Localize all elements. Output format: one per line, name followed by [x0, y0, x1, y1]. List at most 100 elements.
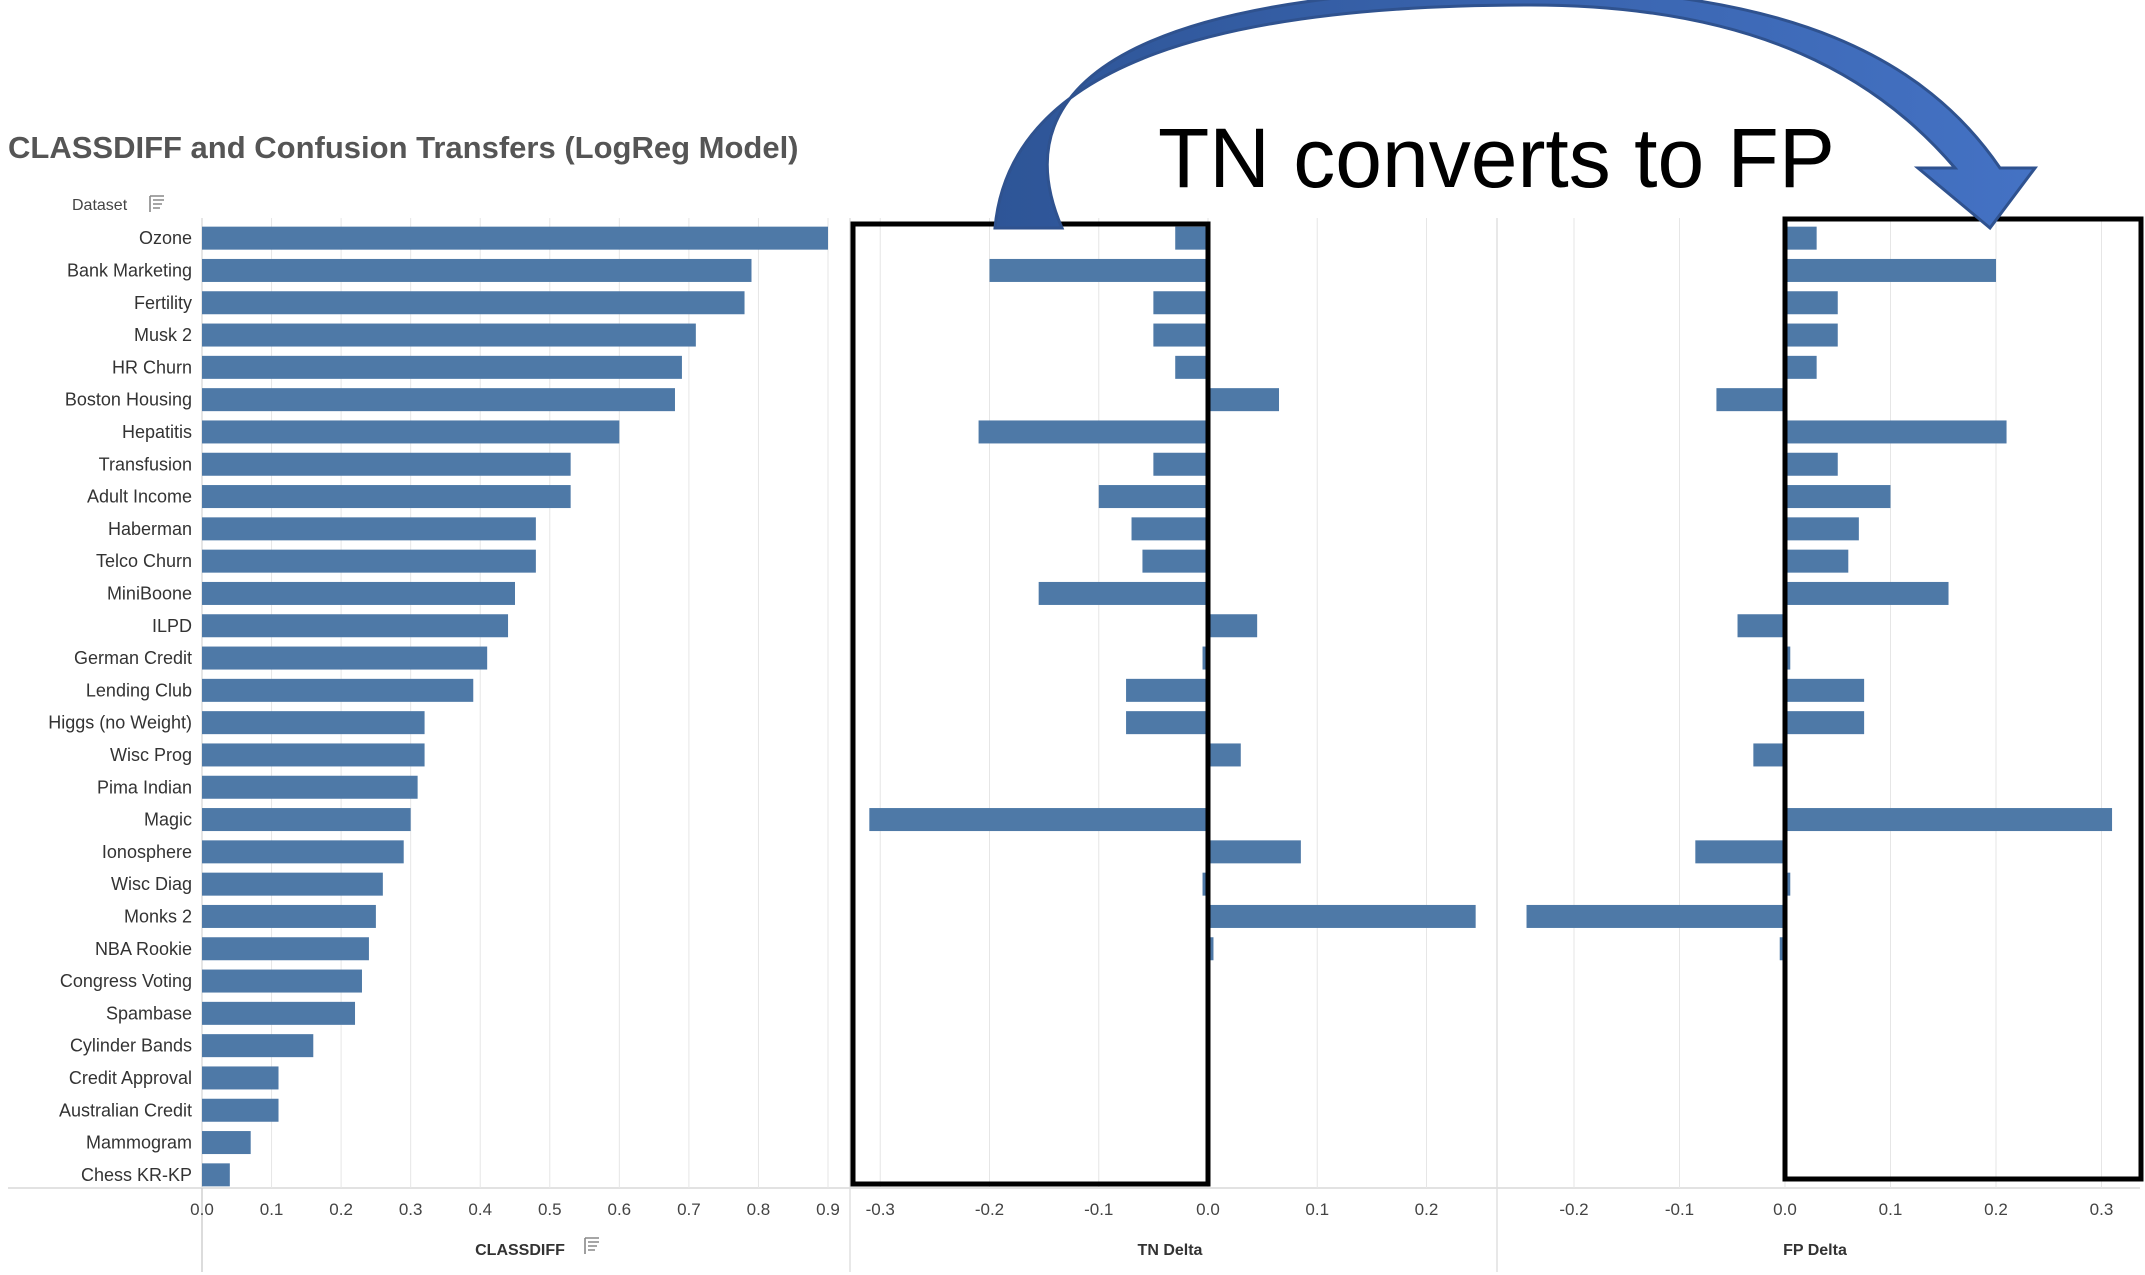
category-label: Lending Club: [86, 680, 192, 700]
fp-delta-bar: [1785, 258, 1996, 282]
tn-delta-bar: [1153, 452, 1208, 476]
classdiff-bar: [202, 1163, 230, 1187]
classdiff-bar: [202, 258, 752, 282]
category-label: Pima Indian: [97, 777, 192, 797]
tick-label: 0.2: [1415, 1200, 1439, 1219]
tick-label: 0.8: [747, 1200, 771, 1219]
tn-delta-bar: [1131, 517, 1208, 541]
tn-delta-bar: [1098, 485, 1208, 509]
category-label: Cylinder Bands: [70, 1036, 192, 1056]
category-label: Bank Marketing: [67, 260, 192, 280]
category-label: Monks 2: [124, 906, 192, 926]
classdiff-bar: [202, 1098, 279, 1122]
classdiff-bar: [202, 355, 682, 379]
fp-delta-bar: [1785, 226, 1817, 250]
classdiff-bar: [202, 1066, 279, 1090]
classdiff-bar: [202, 614, 509, 638]
tn-delta-bar: [989, 258, 1208, 282]
row-header-dataset: Dataset: [72, 197, 128, 214]
classdiff-bar: [202, 291, 745, 315]
tn-delta-bar: [1153, 323, 1208, 347]
tick-label: -0.3: [866, 1200, 895, 1219]
x-axis-label-tn-delta: TN Delta: [1138, 1242, 1203, 1259]
category-label: Wisc Prog: [110, 745, 192, 765]
fp-delta-bar: [1785, 291, 1838, 315]
x-axis-label-fp-delta: FP Delta: [1783, 1242, 1847, 1259]
classdiff-bar: [202, 549, 536, 573]
tn-delta-bar: [1202, 872, 1208, 896]
classdiff-bar: [202, 1034, 314, 1058]
classdiff-bar: [202, 452, 571, 476]
fp-delta-bar: [1785, 355, 1817, 379]
category-labels: Ozone Bank Marketing Fertility Musk 2 HR Chu…: [48, 228, 192, 1185]
transfer-arrow-icon: [993, 0, 2038, 231]
fp-delta-bar: [1785, 323, 1838, 347]
category-label: Credit Approval: [69, 1068, 192, 1088]
classdiff-bar: [202, 323, 696, 347]
fp-delta-bar: [1753, 743, 1785, 767]
chart-title: CLASSDIFF and Confusion Transfers (LogRe…: [8, 130, 799, 165]
classdiff-bar: [202, 904, 376, 928]
category-label: HR Churn: [112, 357, 192, 377]
classdiff-bar: [202, 420, 620, 444]
tick-label: 0.0: [1196, 1200, 1220, 1219]
tn-delta-bar: [1208, 614, 1258, 638]
annotation-text: TN converts to FP: [1158, 111, 1835, 205]
category-label: Fertility: [134, 293, 192, 313]
fp-delta-bar: [1785, 420, 2007, 444]
tick-label: -0.1: [1084, 1200, 1113, 1219]
category-label: Spambase: [106, 1003, 192, 1023]
category-label: NBA Rookie: [95, 939, 192, 959]
fp-delta-bar: [1737, 614, 1785, 638]
fp-delta-bar: [1785, 517, 1859, 541]
tick-label: 0.2: [329, 1200, 353, 1219]
tn-delta-bar: [1175, 226, 1208, 250]
fp-delta-bar: [1785, 711, 1865, 735]
category-label: Mammogram: [86, 1133, 192, 1153]
classdiff-bar: [202, 840, 404, 864]
dataset-filter-icon[interactable]: [149, 195, 164, 212]
tn-delta-bar: [1208, 904, 1476, 928]
tn-delta-bar: [1126, 678, 1208, 702]
tick-label: 0.1: [1879, 1200, 1903, 1219]
tn-delta-bar: [1153, 291, 1208, 315]
tick-label: -0.2: [975, 1200, 1004, 1219]
classdiff-filter-icon[interactable]: [584, 1237, 599, 1254]
tick-label: -0.2: [1559, 1200, 1588, 1219]
tick-label: 0.3: [2090, 1200, 2114, 1219]
tick-label: 0.3: [399, 1200, 423, 1219]
tick-label: 0.2: [1984, 1200, 2008, 1219]
category-label: Telco Churn: [96, 551, 192, 571]
category-label: Magic: [144, 810, 192, 830]
fp-delta-bar: [1526, 904, 1785, 928]
category-label: Ionosphere: [102, 842, 192, 862]
fp-delta-bar: [1716, 388, 1785, 412]
fp-highlight-box: [1782, 216, 2144, 1182]
tick-label: 0.0: [190, 1200, 214, 1219]
classdiff-bar: [202, 517, 536, 541]
tn-delta-bar: [1208, 937, 1214, 961]
category-label: Hepatitis: [122, 422, 192, 442]
tn-delta-bar: [1208, 388, 1280, 412]
tn-delta-bar: [1202, 646, 1208, 670]
tick-label: 0.7: [677, 1200, 701, 1219]
classdiff-bar: [202, 969, 362, 993]
tick-label: -0.1: [1665, 1200, 1694, 1219]
tick-label: 0.0: [1773, 1200, 1797, 1219]
tn-delta-bar: [978, 420, 1208, 444]
fp-delta-bar: [1785, 808, 2113, 832]
fp-delta-bar: [1785, 678, 1865, 702]
fp-delta-bar: [1785, 452, 1838, 476]
classdiff-bar: [202, 808, 411, 832]
tick-label: 0.4: [468, 1200, 492, 1219]
classdiff-bar: [202, 872, 383, 896]
classdiff-bar: [202, 1001, 356, 1025]
fp-delta-bar: [1785, 872, 1791, 896]
bars: [202, 226, 2113, 1187]
category-label: Australian Credit: [59, 1100, 192, 1120]
tick-label: 0.6: [608, 1200, 632, 1219]
classdiff-bar: [202, 743, 425, 767]
fp-delta-bar: [1785, 549, 1849, 573]
category-label: Transfusion: [99, 454, 192, 474]
